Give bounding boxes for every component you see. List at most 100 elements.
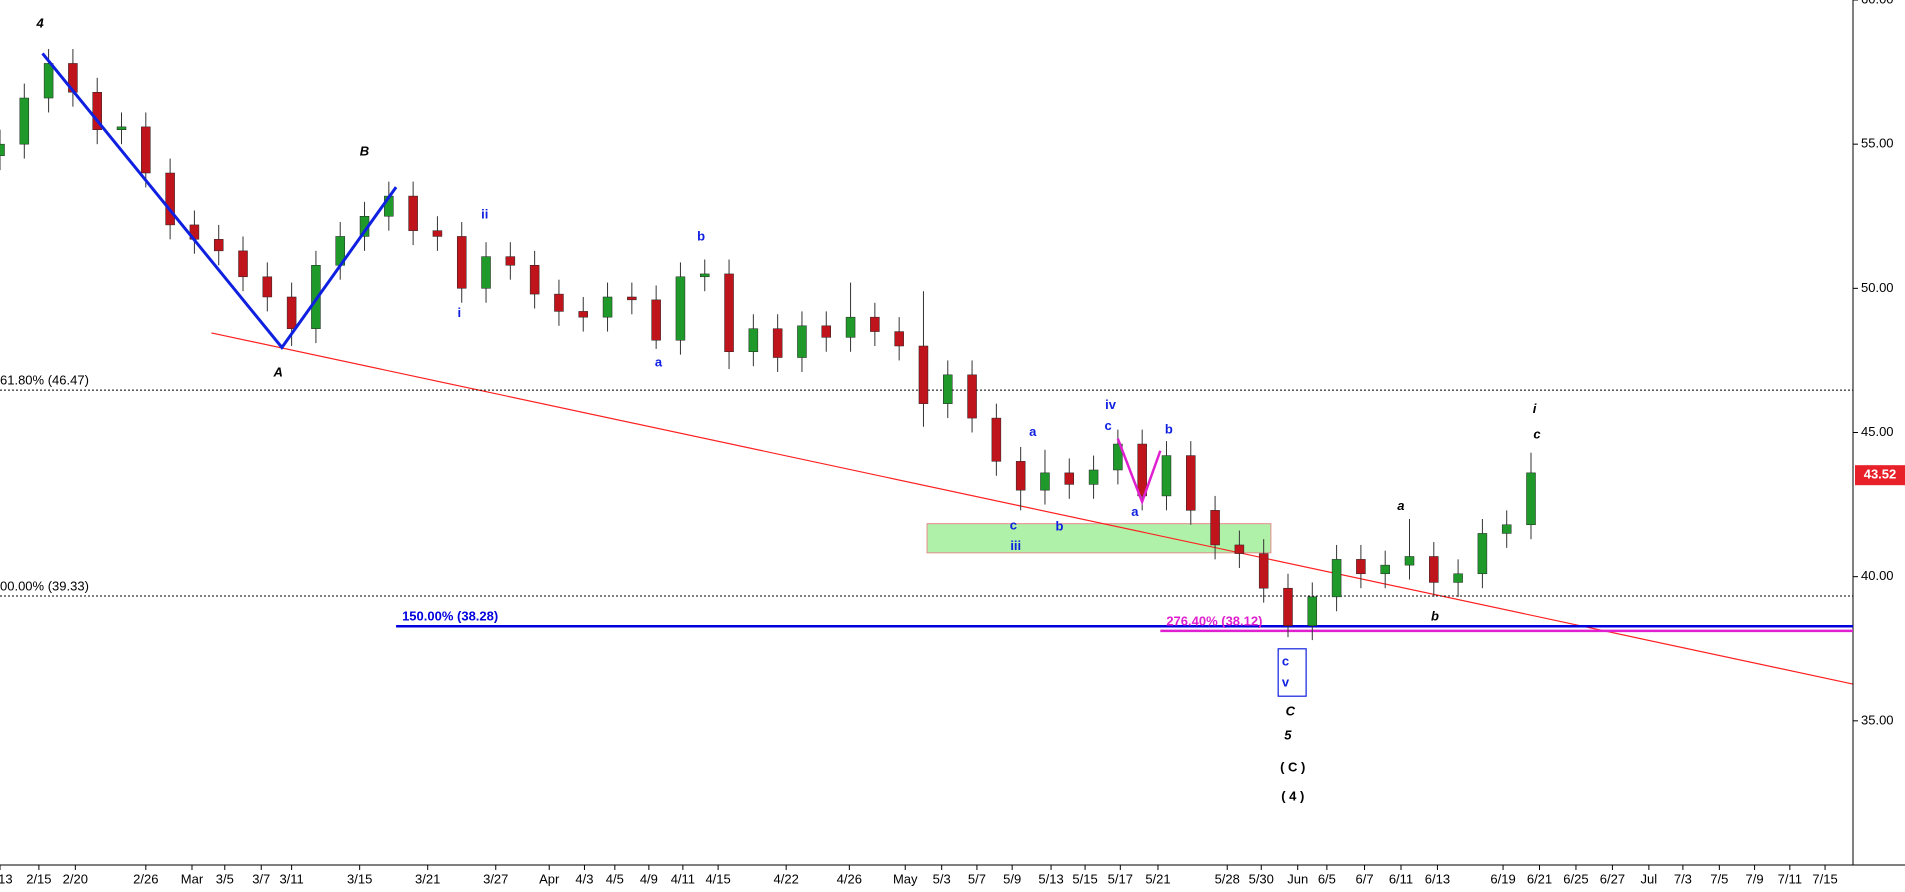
wave-label: B xyxy=(360,143,369,158)
candle-body xyxy=(0,143,5,156)
candle-body xyxy=(116,126,127,131)
x-tick-label: 4/26 xyxy=(837,871,862,886)
candle-body xyxy=(238,250,248,278)
candle-body xyxy=(432,230,443,237)
candle-body xyxy=(724,273,734,353)
x-tick-label: 2/20 xyxy=(63,871,88,886)
candle-body xyxy=(845,316,856,338)
candle-body xyxy=(43,63,54,99)
wave-line xyxy=(41,52,398,350)
x-tick-label: 7/15 xyxy=(1812,871,1837,886)
candle-body xyxy=(408,195,418,231)
wave-label: iii xyxy=(1010,538,1021,553)
wave-label: v xyxy=(1282,674,1290,689)
x-tick-label: Mar xyxy=(181,871,204,886)
candle-body xyxy=(1283,587,1293,626)
candle-body xyxy=(554,293,564,312)
candle-body xyxy=(286,296,297,329)
x-tick-label: 5/17 xyxy=(1108,871,1133,886)
y-tick-label: 45.00 xyxy=(1861,424,1894,439)
candle-body xyxy=(1526,472,1536,526)
wave-label: ( C ) xyxy=(1280,759,1305,774)
wave-label: C xyxy=(1286,703,1296,718)
candle-body xyxy=(311,265,321,329)
x-tick-label: May xyxy=(893,871,918,886)
x-tick-label: 6/27 xyxy=(1600,871,1625,886)
wave-label: c xyxy=(1010,518,1017,533)
candle-body xyxy=(578,311,588,318)
x-tick-label: Jun xyxy=(1287,871,1308,886)
candle-body xyxy=(1501,524,1512,534)
candle-body xyxy=(918,345,929,404)
wave-label: ii xyxy=(481,206,488,221)
x-tick-label: 5/21 xyxy=(1145,871,1170,886)
y-tick-label: 35.00 xyxy=(1861,712,1894,727)
wave-label: b xyxy=(1165,422,1173,437)
x-tick-label: 3/7 xyxy=(252,871,270,886)
x-tick-label: 5/13 xyxy=(1038,871,1063,886)
wave-label: c xyxy=(1104,418,1111,433)
candle-body xyxy=(165,172,175,226)
x-tick-label: 6/5 xyxy=(1318,871,1336,886)
candle-body xyxy=(1137,443,1147,497)
wave-label: A xyxy=(273,364,283,379)
x-tick-label: 5/15 xyxy=(1072,871,1097,886)
x-tick-label: 6/13 xyxy=(1425,871,1450,886)
level-label: 00.00% (39.33) xyxy=(0,578,89,593)
candle-body xyxy=(967,374,977,419)
candle-body xyxy=(1331,559,1342,598)
candle-body xyxy=(1453,573,1463,583)
candle-body xyxy=(1307,596,1318,626)
level-label: 276.40% (38.12) xyxy=(1166,613,1262,628)
candle-body xyxy=(505,256,516,266)
last-price-box xyxy=(1855,465,1905,486)
x-tick-label: 7/11 xyxy=(1778,871,1802,886)
x-tick-label: 3/27 xyxy=(483,871,508,886)
wave-label: 4 xyxy=(35,16,44,31)
candle-body xyxy=(991,417,1002,462)
wave-label: i xyxy=(1533,401,1537,416)
x-tick-label: 3/15 xyxy=(347,871,372,886)
candle-body xyxy=(748,328,759,353)
x-tick-label: 6/19 xyxy=(1490,871,1515,886)
x-tick-label: 2/15 xyxy=(26,871,51,886)
candle-body xyxy=(262,276,273,298)
candle-body xyxy=(772,328,783,358)
x-tick-label: 4/11 xyxy=(671,871,695,886)
wave-label: c xyxy=(1282,654,1289,669)
x-tick-label: 6/11 xyxy=(1389,871,1413,886)
candle-body xyxy=(675,276,686,341)
candle-body xyxy=(1429,556,1439,583)
x-tick-label: 7/3 xyxy=(1674,871,1692,886)
x-tick-label: 5/7 xyxy=(968,871,986,886)
candle-body xyxy=(1356,559,1366,575)
y-tick-label: 60.00 xyxy=(1861,0,1894,6)
wave-label: b xyxy=(1431,609,1439,624)
x-tick-label: 5/3 xyxy=(933,871,951,886)
level-label: 61.80% (46.47) xyxy=(0,373,89,388)
candle-body xyxy=(821,325,832,338)
x-tick-label: 3/5 xyxy=(216,871,234,886)
candle-body xyxy=(870,316,880,332)
candle-body xyxy=(651,299,661,341)
wave-label: 5 xyxy=(1284,728,1292,743)
x-tick-label: 4/22 xyxy=(774,871,799,886)
x-tick-label: 4/3 xyxy=(575,871,593,886)
wave-label: i xyxy=(457,305,461,320)
x-tick-label: 5/30 xyxy=(1249,871,1274,886)
wave-label: ( 4 ) xyxy=(1281,788,1304,803)
x-tick-label: 4/5 xyxy=(606,871,624,886)
wave-label: c xyxy=(1533,426,1541,441)
x-tick-label: 2/26 xyxy=(133,871,158,886)
x-tick-label: 6/21 xyxy=(1527,871,1552,886)
candle-body xyxy=(92,92,102,131)
x-tick-label: 7/9 xyxy=(1746,871,1764,886)
y-tick-label: 50.00 xyxy=(1861,280,1894,295)
candle-body xyxy=(529,265,540,295)
candle-body xyxy=(894,331,904,347)
x-tick-label: 4/9 xyxy=(640,871,658,886)
candle-body xyxy=(1380,564,1390,575)
candle-body xyxy=(1015,461,1026,491)
x-tick-label: 3/21 xyxy=(415,871,440,886)
